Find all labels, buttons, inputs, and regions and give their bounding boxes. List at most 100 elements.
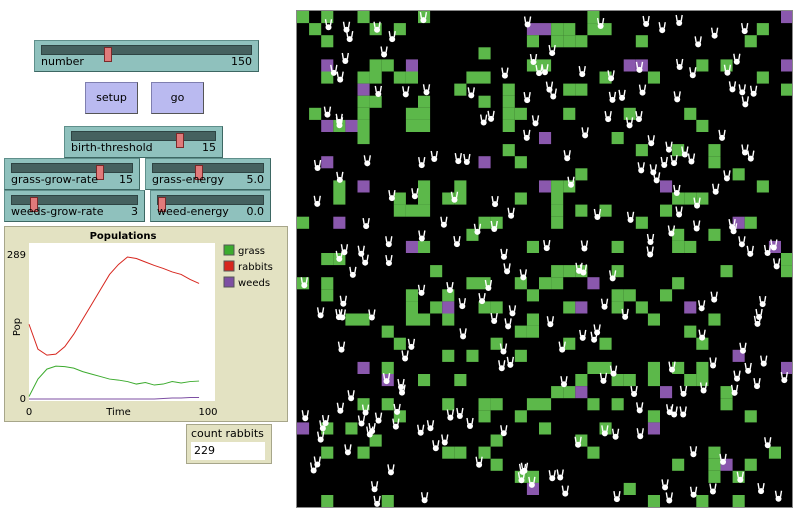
- rabbit-ears: [361, 404, 370, 411]
- rabbit: [419, 12, 428, 24]
- slider[interactable]: weed-energy 0.0: [150, 190, 271, 222]
- rabbit: [362, 218, 370, 230]
- setup-button[interactable]: setup: [85, 82, 138, 114]
- rabbit-ears: [679, 406, 687, 413]
- rabbit: [736, 471, 744, 483]
- rabbit: [316, 307, 325, 319]
- rabbit-ears: [430, 150, 438, 158]
- grass-patch: [599, 204, 612, 217]
- grass-patch: [551, 204, 564, 217]
- rabbit-ears: [636, 402, 644, 409]
- slider-track: [41, 45, 252, 62]
- grass-patch: [478, 216, 491, 229]
- rabbit-body: [738, 241, 745, 248]
- plot-area: [29, 243, 215, 401]
- slider-thumb[interactable]: [158, 197, 166, 212]
- rabbit-ears: [446, 281, 454, 289]
- rabbit-ears: [407, 338, 416, 346]
- rabbit-ears: [675, 206, 683, 213]
- grass-patch: [526, 470, 539, 483]
- rabbit-body: [734, 375, 741, 382]
- rabbit-ears: [560, 376, 568, 383]
- grass-patch: [756, 71, 769, 84]
- rabbit-ears: [723, 170, 731, 177]
- rabbit-ears: [388, 30, 396, 38]
- rabbit-ears: [730, 384, 739, 391]
- slider-value: 15: [119, 173, 133, 186]
- rabbit-ears: [638, 84, 647, 91]
- slider[interactable]: birth-threshold 15: [64, 126, 223, 158]
- series-line: [28, 256, 200, 356]
- weed-patch: [405, 240, 418, 253]
- rabbit-ears: [313, 456, 322, 463]
- grass-patch: [684, 107, 697, 120]
- rabbit-body: [712, 188, 719, 195]
- rabbit-body: [446, 287, 453, 294]
- rabbit: [490, 220, 498, 232]
- rabbit-ears: [385, 254, 393, 262]
- rabbit: [313, 159, 322, 171]
- rabbit-ears: [484, 279, 493, 287]
- grass-patch: [418, 180, 431, 193]
- rabbit-body: [709, 488, 716, 495]
- weed-patch: [405, 59, 418, 72]
- rabbit-body: [337, 407, 344, 414]
- legend-label: rabbits: [238, 262, 273, 273]
- y-axis-label: Pop: [12, 318, 23, 336]
- rabbit: [560, 376, 568, 388]
- rabbit-body: [650, 169, 657, 176]
- rabbit-body: [666, 497, 673, 504]
- grass-patch: [551, 192, 564, 205]
- grass-patch: [321, 277, 334, 290]
- grass-patch: [587, 398, 600, 411]
- rabbit-body: [532, 120, 539, 127]
- grass-patch: [526, 398, 539, 411]
- rabbit-ears: [774, 490, 783, 497]
- grass-patch: [563, 301, 576, 314]
- rabbit-body: [579, 71, 586, 78]
- slider-thumb[interactable]: [30, 197, 39, 212]
- rabbit-ears: [388, 190, 396, 197]
- x-tick-label: 100: [198, 407, 217, 418]
- rabbit-ears: [733, 370, 741, 377]
- go-button[interactable]: go: [151, 82, 204, 114]
- rabbit-body: [742, 101, 749, 108]
- rabbit-body: [453, 241, 460, 248]
- rabbit: [361, 404, 370, 416]
- rabbit-body: [383, 378, 390, 385]
- rabbit: [599, 372, 608, 384]
- grass-patch: [744, 35, 757, 48]
- rabbit: [665, 141, 673, 153]
- rabbit: [757, 483, 765, 495]
- grass-patch: [635, 35, 648, 48]
- weed-patch: [660, 180, 673, 193]
- slider[interactable]: number 150: [34, 40, 259, 72]
- rabbit: [440, 216, 448, 228]
- rabbit: [523, 129, 531, 141]
- grass-patch: [405, 313, 418, 326]
- slider-thumb[interactable]: [176, 133, 185, 148]
- rabbit-body: [541, 69, 548, 76]
- rabbit-ears: [313, 159, 322, 167]
- slider-value: 15: [202, 141, 216, 154]
- slider-thumb[interactable]: [103, 47, 112, 62]
- slider-thumb[interactable]: [95, 165, 104, 180]
- slider-thumb[interactable]: [195, 165, 204, 180]
- rabbit-body: [451, 196, 458, 203]
- rabbit-body: [336, 122, 343, 129]
- rabbit-body: [349, 271, 356, 278]
- rabbit-body: [662, 484, 669, 491]
- slider[interactable]: weeds-grow-rate 3: [4, 190, 145, 222]
- grass-patch: [647, 410, 660, 423]
- rabbit-ears: [453, 236, 461, 243]
- rabbit-ears: [578, 66, 586, 73]
- rabbit: [402, 86, 410, 98]
- rabbit-ears: [758, 296, 767, 303]
- rabbit-body: [420, 17, 427, 24]
- rabbit-body: [643, 20, 650, 27]
- rabbit-ears: [596, 17, 605, 25]
- slider[interactable]: grass-energy 5.0: [145, 158, 271, 190]
- slider[interactable]: grass-grow-rate 15: [4, 158, 140, 190]
- rabbit: [675, 14, 683, 26]
- rabbit-ears: [728, 81, 737, 88]
